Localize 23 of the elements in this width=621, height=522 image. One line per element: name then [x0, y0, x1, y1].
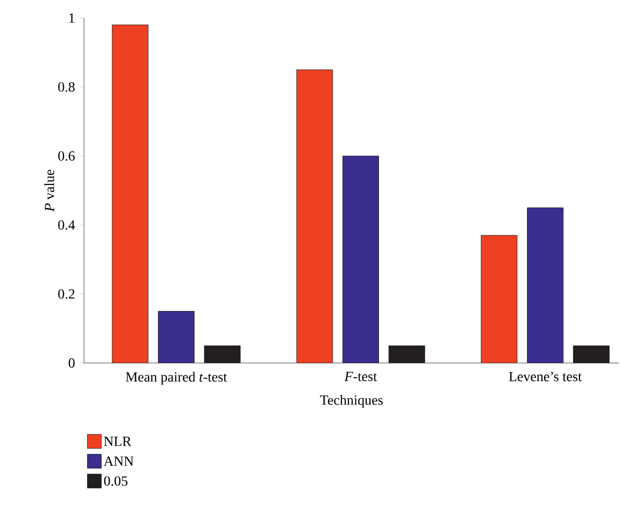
y-tick-label: 0.4	[58, 220, 75, 230]
bar	[573, 346, 610, 363]
legend-label: 0.05	[104, 476, 128, 486]
y-axis-title: P value	[44, 170, 54, 212]
y-tick-label: 1	[69, 13, 74, 23]
bar	[112, 24, 148, 363]
bar	[158, 311, 194, 363]
x-tick-label: Levene’s test	[509, 372, 582, 382]
x-tick-label: Mean paired t-test	[126, 372, 228, 384]
bar	[296, 70, 333, 363]
y-tick-label: 0	[68, 358, 75, 368]
bar	[527, 208, 564, 363]
bar	[480, 235, 518, 363]
y-tick-label: 0.6	[58, 151, 75, 161]
y-tick-label: 0.2	[58, 289, 74, 299]
bar	[204, 346, 240, 363]
legend-label: ANN	[104, 456, 134, 466]
x-axis-title: Techniques	[320, 394, 383, 408]
y-tick-label: 0.8	[58, 82, 75, 92]
legend-label: NLR	[104, 436, 132, 446]
bar	[342, 156, 379, 363]
x-tick-label: F-test	[344, 372, 377, 382]
bar	[388, 346, 425, 363]
